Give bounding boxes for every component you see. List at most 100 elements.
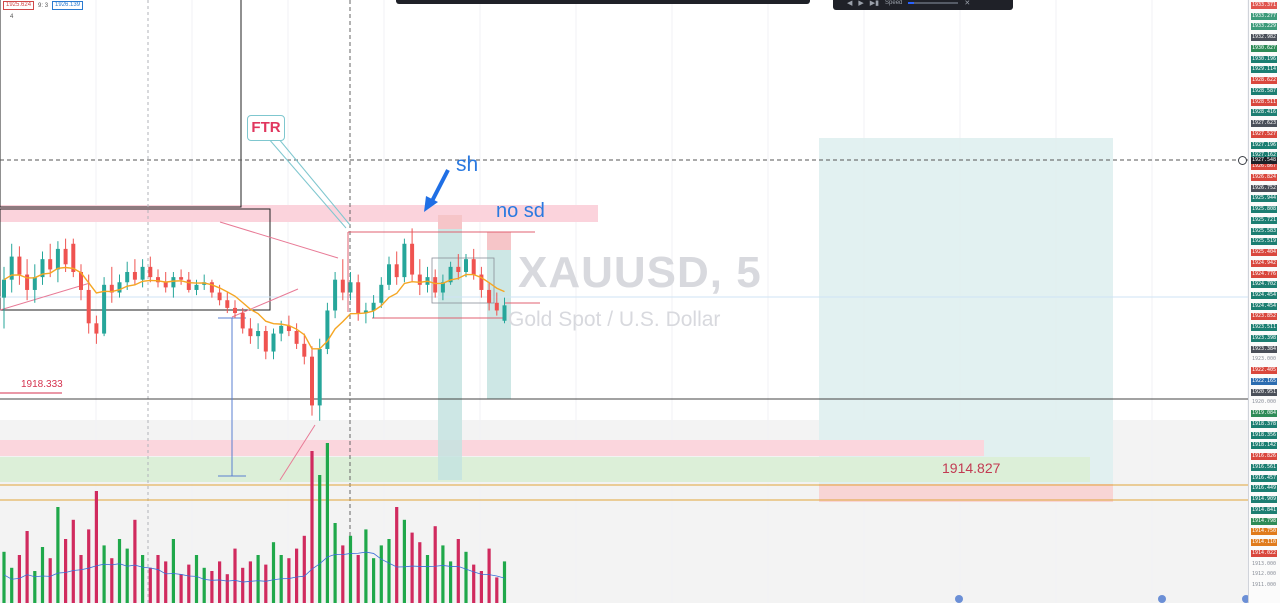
volume-bar bbox=[64, 539, 68, 603]
price-scale-label: 1929.114 bbox=[1251, 66, 1277, 74]
price-scale-label: 1925.944 bbox=[1251, 195, 1277, 203]
price-scale-label: 1927.527 bbox=[1251, 130, 1277, 138]
candle-body bbox=[217, 292, 222, 301]
volume-ma-line bbox=[3, 551, 505, 583]
price-scale-label: 1923.511 bbox=[1251, 324, 1277, 332]
symbol-watermark: XAUUSD, 5 bbox=[518, 248, 762, 297]
sh-annotation[interactable]: sh bbox=[456, 153, 479, 176]
candle-body bbox=[55, 248, 60, 270]
price-scale-label: 1926.752 bbox=[1251, 184, 1277, 192]
candle-body bbox=[340, 279, 345, 293]
sh-arrow bbox=[428, 169, 450, 206]
price-scale-label: 1914.110 bbox=[1251, 539, 1277, 547]
price-scale-label: 1933.371 bbox=[1251, 2, 1277, 9]
price-scale-label: 1930.627 bbox=[1251, 44, 1277, 52]
position-count: 4 bbox=[10, 14, 14, 20]
price-scale-label: 1925.583 bbox=[1251, 227, 1277, 235]
volume-bar bbox=[395, 507, 399, 603]
event-marker-icon[interactable] bbox=[1242, 595, 1250, 603]
price-badge-b[interactable]: 1926.139 bbox=[52, 1, 84, 10]
volume-bar bbox=[110, 558, 114, 603]
price-scale-label: 1920.000 bbox=[1251, 399, 1277, 406]
candle-body bbox=[333, 279, 338, 311]
candle-body bbox=[487, 289, 492, 303]
step-back-icon[interactable]: ◀ bbox=[847, 0, 853, 7]
price-scale-label: 1924.454 bbox=[1251, 302, 1277, 310]
candle-body bbox=[279, 325, 284, 334]
price-scale-label: 1923.000 bbox=[1251, 356, 1277, 363]
price-scale-label: 1928.622 bbox=[1251, 77, 1277, 85]
candle-body bbox=[109, 284, 114, 293]
candle-body bbox=[32, 277, 37, 290]
price-scale-label: 1933.277 bbox=[1251, 12, 1277, 20]
step-forward-icon[interactable]: ▶▮ bbox=[869, 0, 880, 7]
price-scale-label: 1914.909 bbox=[1251, 496, 1277, 504]
replay-control-bar[interactable]: ◀ ▶ ▶▮ Speed ✕ bbox=[833, 0, 1013, 10]
no-sd-annotation[interactable]: no sd bbox=[496, 200, 545, 222]
candle-body bbox=[348, 282, 353, 293]
stop-zone bbox=[819, 484, 1113, 502]
ftr-callout[interactable]: FTR bbox=[247, 115, 285, 141]
price-scale-label: 1923.398 bbox=[1251, 334, 1277, 342]
candle-body bbox=[448, 266, 453, 283]
volume-bar bbox=[425, 555, 430, 603]
volume-bar bbox=[295, 548, 299, 603]
volume-bar bbox=[2, 551, 6, 603]
price-scale-label: 1914.022 bbox=[1251, 549, 1277, 557]
price-scale-label: 1927.162 bbox=[1251, 152, 1277, 160]
candle-body bbox=[132, 271, 137, 280]
price-scale-label: 1925.519 bbox=[1251, 238, 1277, 246]
candle-body bbox=[194, 284, 199, 290]
price-scale[interactable]: 1933.371 1933.277 1933.229 1932.982 1930.627… bbox=[1248, 0, 1280, 603]
ratio-text: 9: 3 bbox=[38, 2, 49, 9]
candle-body bbox=[102, 284, 107, 334]
volume-bar bbox=[164, 561, 168, 603]
candle-body bbox=[17, 256, 22, 275]
candle-body bbox=[63, 248, 68, 265]
price-chart[interactable] bbox=[0, 0, 1248, 603]
price-scale-label: 1932.982 bbox=[1251, 34, 1277, 42]
close-replay-icon[interactable]: ✕ bbox=[964, 0, 971, 7]
speed-slider[interactable] bbox=[908, 2, 959, 4]
event-marker-icon[interactable] bbox=[955, 595, 963, 603]
event-marker-icon[interactable] bbox=[1158, 595, 1166, 603]
candle-body bbox=[209, 282, 214, 293]
candle-body bbox=[2, 279, 6, 298]
price-badge-a[interactable]: 1925.624 bbox=[3, 1, 35, 10]
volume-bar bbox=[256, 555, 260, 603]
candle-body bbox=[40, 259, 45, 278]
long-box-2 bbox=[487, 232, 511, 399]
candle-body bbox=[456, 266, 461, 272]
level-label-target[interactable]: 1914.827 bbox=[942, 460, 1001, 476]
price-scale-label: 1927.196 bbox=[1251, 141, 1277, 149]
volume-bar bbox=[94, 491, 98, 603]
price-scale-label: 1925.721 bbox=[1251, 216, 1277, 224]
volume-bar bbox=[433, 526, 437, 603]
volume-bar bbox=[125, 548, 129, 603]
volume-bar bbox=[79, 555, 83, 603]
volume-bar bbox=[179, 574, 183, 603]
volume-bar bbox=[56, 507, 60, 603]
drawing-toolbar[interactable] bbox=[396, 0, 810, 4]
candle-body bbox=[140, 266, 145, 280]
price-scale-label: 1916.826 bbox=[1251, 453, 1277, 461]
play-icon[interactable]: ▶ bbox=[858, 0, 864, 7]
volume-bar bbox=[248, 561, 252, 603]
candle-body bbox=[371, 302, 376, 311]
candle-body bbox=[302, 343, 307, 357]
candle-body bbox=[440, 282, 445, 293]
volume-bar bbox=[10, 567, 14, 603]
candle-body bbox=[433, 277, 438, 293]
candle-body bbox=[148, 266, 153, 278]
volume-bar bbox=[141, 555, 145, 603]
candle-body bbox=[394, 264, 399, 278]
candle-body bbox=[9, 256, 14, 280]
crosshair-target-icon[interactable] bbox=[1238, 156, 1247, 165]
candle-body bbox=[248, 328, 253, 337]
range-rectangle-top bbox=[0, 0, 242, 208]
candle-body bbox=[79, 271, 83, 290]
level-label-left[interactable]: 1918.333 bbox=[21, 379, 63, 390]
price-scale-label: 1924.942 bbox=[1251, 259, 1277, 267]
volume-bar bbox=[271, 542, 276, 603]
